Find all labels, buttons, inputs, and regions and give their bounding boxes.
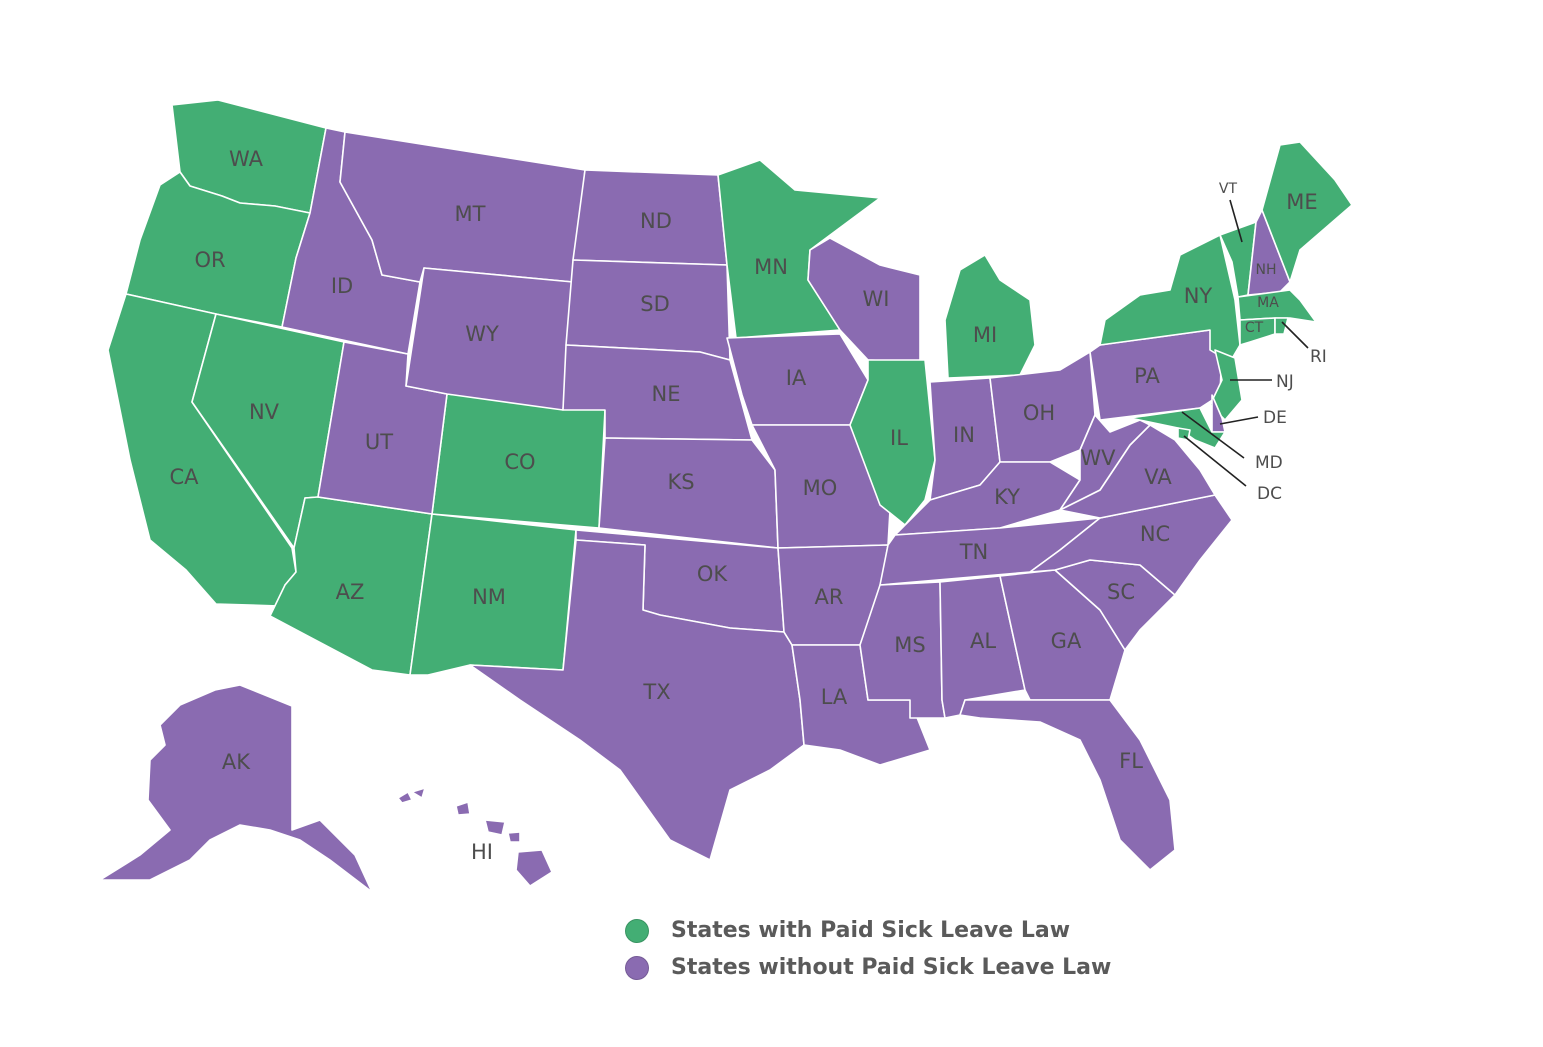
label-CA: CA: [169, 465, 199, 489]
label-WY: WY: [465, 322, 499, 346]
label-ND: ND: [640, 209, 672, 233]
label-MA: MA: [1257, 295, 1279, 311]
label-NE: NE: [652, 382, 681, 406]
leader-VT: [1229, 199, 1243, 243]
label-TN: TN: [959, 540, 989, 564]
label-TX: TX: [642, 680, 670, 704]
label-NM: NM: [472, 585, 506, 609]
label-MN: MN: [754, 255, 788, 279]
label-OR: OR: [194, 248, 225, 272]
label-PA: PA: [1134, 364, 1160, 388]
label-NC: NC: [1140, 522, 1170, 546]
legend-item-with-law: States with Paid Sick Leave Law: [625, 912, 1111, 949]
label-CO: CO: [504, 450, 535, 474]
state-CT[interactable]: [1239, 317, 1276, 346]
label-HI: HI: [471, 840, 493, 864]
label-WV: WV: [1080, 446, 1116, 470]
label-DC: DC: [1257, 484, 1282, 504]
state-NH[interactable]: [1247, 209, 1291, 296]
label-GA: GA: [1051, 629, 1082, 653]
label-AR: AR: [815, 585, 844, 609]
label-NJ: NJ: [1276, 372, 1294, 392]
label-UT: UT: [365, 430, 393, 454]
label-ID: ID: [331, 274, 353, 298]
leader-MD: [1181, 411, 1245, 459]
legend: States with Paid Sick Leave Law States w…: [625, 912, 1111, 986]
label-OK: OK: [697, 562, 729, 586]
leader-RI: [1281, 321, 1309, 349]
label-CT: CT: [1245, 320, 1264, 336]
label-AZ: AZ: [336, 580, 365, 604]
state-TX[interactable]: [469, 539, 805, 861]
label-IL: IL: [890, 426, 908, 450]
state-WY[interactable]: [405, 267, 574, 411]
label-MI: MI: [973, 323, 997, 347]
label-AL: AL: [970, 629, 996, 653]
label-RI: RI: [1310, 347, 1327, 367]
state-FL[interactable]: [959, 699, 1176, 871]
label-SD: SD: [640, 292, 670, 316]
legend-label-without-law: States without Paid Sick Leave Law: [671, 955, 1112, 980]
label-NV: NV: [249, 400, 280, 424]
legend-swatch-without-law: [625, 955, 649, 980]
label-IN: IN: [953, 423, 975, 447]
legend-item-without-law: States without Paid Sick Leave Law: [625, 949, 1111, 986]
state-WV[interactable]: [1059, 414, 1151, 511]
state-NJ[interactable]: [1209, 349, 1243, 421]
state-NY[interactable]: [1099, 234, 1241, 363]
label-DE: DE: [1263, 408, 1287, 428]
state-ME[interactable]: [1261, 141, 1353, 283]
label-IA: IA: [786, 366, 807, 390]
label-WA: WA: [229, 147, 264, 171]
leader-lines: [1181, 199, 1309, 487]
label-AK: AK: [222, 750, 251, 774]
state-RI[interactable]: [1274, 317, 1289, 335]
label-LA: LA: [821, 685, 848, 709]
label-WI: WI: [863, 287, 890, 311]
leader-DC: [1183, 435, 1247, 487]
legend-label-with-law: States with Paid Sick Leave Law: [671, 918, 1071, 943]
label-ME: ME: [1286, 190, 1317, 214]
label-FL: FL: [1119, 749, 1143, 773]
label-OH: OH: [1023, 401, 1055, 425]
label-KY: KY: [994, 485, 1020, 509]
label-MO: MO: [803, 476, 838, 500]
label-MS: MS: [894, 633, 925, 657]
leader-DE: [1219, 416, 1259, 425]
state-NC[interactable]: [1029, 494, 1233, 596]
label-SC: SC: [1107, 580, 1135, 604]
label-NY: NY: [1184, 284, 1213, 308]
state-MI[interactable]: [944, 254, 1036, 379]
state-DC[interactable]: [1177, 427, 1191, 441]
label-KS: KS: [667, 470, 694, 494]
label-MD: MD: [1255, 453, 1283, 473]
state-AK[interactable]: [99, 684, 373, 893]
label-VA: VA: [1144, 465, 1172, 489]
legend-swatch-with-law: [625, 918, 649, 943]
state-labels: WA OR CA NV AZ NM CO UT ID MT WY ND SD N…: [169, 147, 1326, 864]
label-NH: NH: [1256, 262, 1277, 278]
label-MT: MT: [455, 202, 486, 226]
state-HI[interactable]: [397, 787, 553, 887]
label-VT: VT: [1219, 181, 1238, 197]
